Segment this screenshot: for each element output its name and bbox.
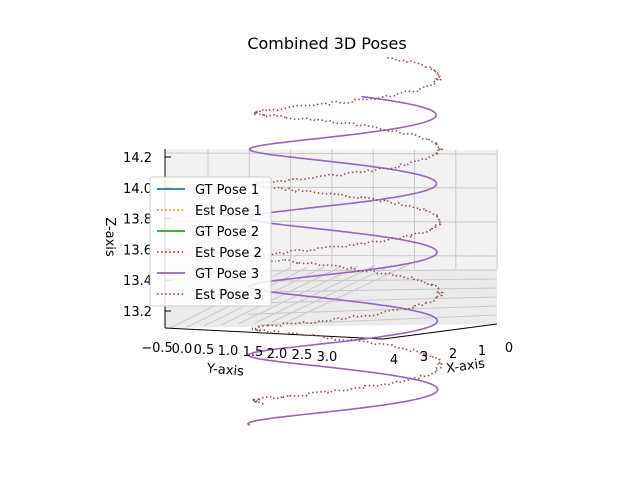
z-tick-label: 13.8 [123,213,152,228]
legend-label: Est Pose 3 [195,288,262,303]
x-tick-label: 0 [505,341,513,356]
x-tick-label: 4 [390,353,398,368]
x-axis-label: X-axis [445,356,486,376]
grid-line [164,152,498,155]
y-tick-label: 2.5 [292,348,313,363]
legend-label: GT Pose 1 [195,183,259,198]
chart-title: Combined 3D Poses [247,34,406,53]
x-tick-label: 1 [478,344,486,359]
legend-label: GT Pose 3 [195,267,259,282]
z-axis-label: Z-axis [102,217,117,257]
x-axis-line [382,323,498,340]
grid-line [220,266,342,326]
legend-label: Est Pose 2 [195,246,262,261]
series-layer [247,56,445,427]
z-tick-label: 13.2 [123,305,152,320]
z-tick-label: 13.4 [123,274,152,289]
z-tick-label: 13.6 [123,243,152,258]
series-gt-pose-3 [247,95,439,427]
y-tick-label: 0.0 [172,342,193,357]
y-tick-label: 2.0 [267,347,288,362]
grid-line [235,296,498,304]
legend-label: GT Pose 2 [195,225,259,240]
z-tick-label: 14.0 [123,182,152,197]
z-tick-label: 14.2 [123,151,152,166]
legend-label: Est Pose 1 [195,204,262,219]
x-tick-label: 3 [420,350,428,365]
y-tick-label: 3.0 [317,350,338,365]
legend-entries: GT Pose 1 Est Pose 1 GT Pose 2 Est Pose 2 GT… [157,183,262,303]
y-tick-labels: −0.50.0 0.5 1.0 1.5 2.0 2.5 3.0 [141,341,337,365]
y-axis-label: Y-axis [205,361,245,379]
y-axis-line [164,327,384,340]
y-tick-label: 0.5 [194,343,215,358]
y-tick-label: 1.0 [218,344,239,359]
y-tick-label: −0.5 [141,341,173,356]
x-tick-labels: 0 1 2 3 4 [390,341,513,368]
grid-line [247,305,498,315]
y-tick-label: 1.5 [243,345,264,360]
legend: GT Pose 1 Est Pose 1 GT Pose 2 Est Pose 2 GT… [149,176,272,307]
x-tick-label: 2 [449,347,457,362]
